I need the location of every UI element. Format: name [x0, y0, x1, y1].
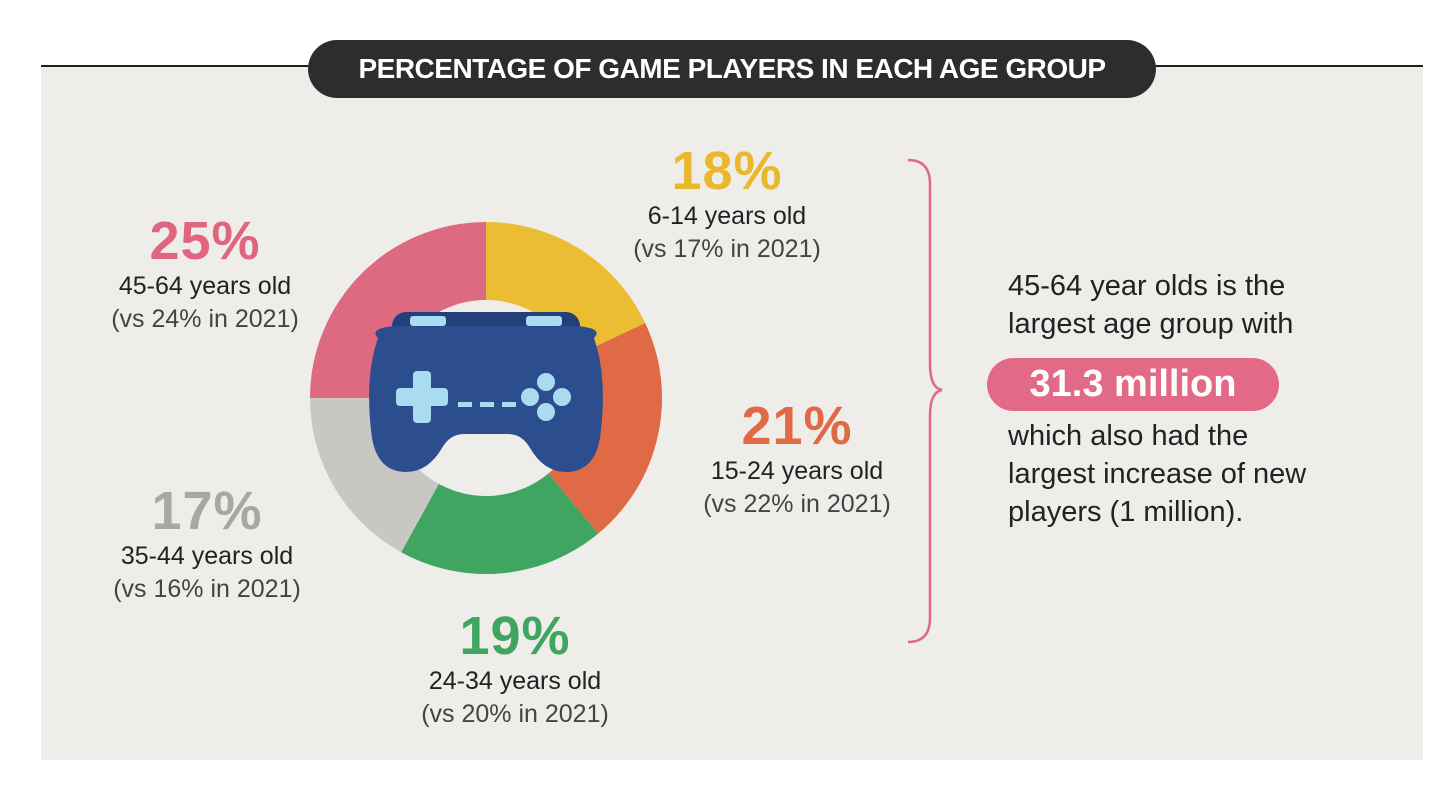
slice-comparison: (vs 17% in 2021): [633, 235, 821, 263]
slice-label-45-64: 25% 45-64 years old (vs 24% in 2021): [111, 212, 299, 336]
donut-chart: [310, 222, 662, 574]
slice-label-15-24: 21% 15-24 years old (vs 22% in 2021): [703, 397, 891, 521]
slice-percent: 19%: [459, 606, 571, 666]
donut-slice-15-24: [548, 323, 662, 534]
slice-age: 24-34 years old: [428, 667, 602, 695]
note-line: largest increase of new: [1008, 458, 1307, 490]
slice-age: 6-14 years old: [647, 202, 807, 230]
slice-label-6-14: 18% 6-14 years old (vs 17% in 2021): [633, 142, 821, 266]
gamepad-icon: [369, 312, 603, 472]
slice-percent: 25%: [149, 211, 261, 271]
slice-percent: 18%: [671, 141, 783, 201]
slice-age: 35-44 years old: [120, 542, 294, 570]
highlight-badge: 31.3 million: [987, 358, 1279, 411]
donut-slice-6-14: [486, 222, 646, 357]
slice-percent: 21%: [741, 396, 853, 456]
slice-age: 15-24 years old: [710, 457, 884, 485]
slice-comparison: (vs 16% in 2021): [113, 575, 301, 603]
note-line: which also had the: [1008, 420, 1249, 452]
slice-comparison: (vs 24% in 2021): [111, 305, 299, 333]
note-line: 45-64 year olds is the: [1008, 270, 1286, 302]
slice-percent: 17%: [151, 481, 263, 541]
slice-age: 45-64 years old: [118, 272, 292, 300]
curly-bracket: [907, 158, 943, 644]
donut-slice-35-44: [310, 398, 439, 553]
donut-slice-45-64: [310, 222, 486, 398]
slice-comparison: (vs 20% in 2021): [421, 700, 609, 728]
slice-label-24-34: 19% 24-34 years old (vs 20% in 2021): [421, 607, 609, 731]
note-line: largest age group with: [1008, 308, 1294, 340]
infographic-panel: [41, 66, 1423, 760]
chart-title: PERCENTAGE OF GAME PLAYERS IN EACH AGE G…: [308, 40, 1156, 98]
slice-label-35-44: 17% 35-44 years old (vs 16% in 2021): [113, 482, 301, 606]
note-line: players (1 million).: [1008, 496, 1244, 528]
slice-comparison: (vs 22% in 2021): [703, 490, 891, 518]
donut-slice-24-34: [401, 473, 599, 574]
